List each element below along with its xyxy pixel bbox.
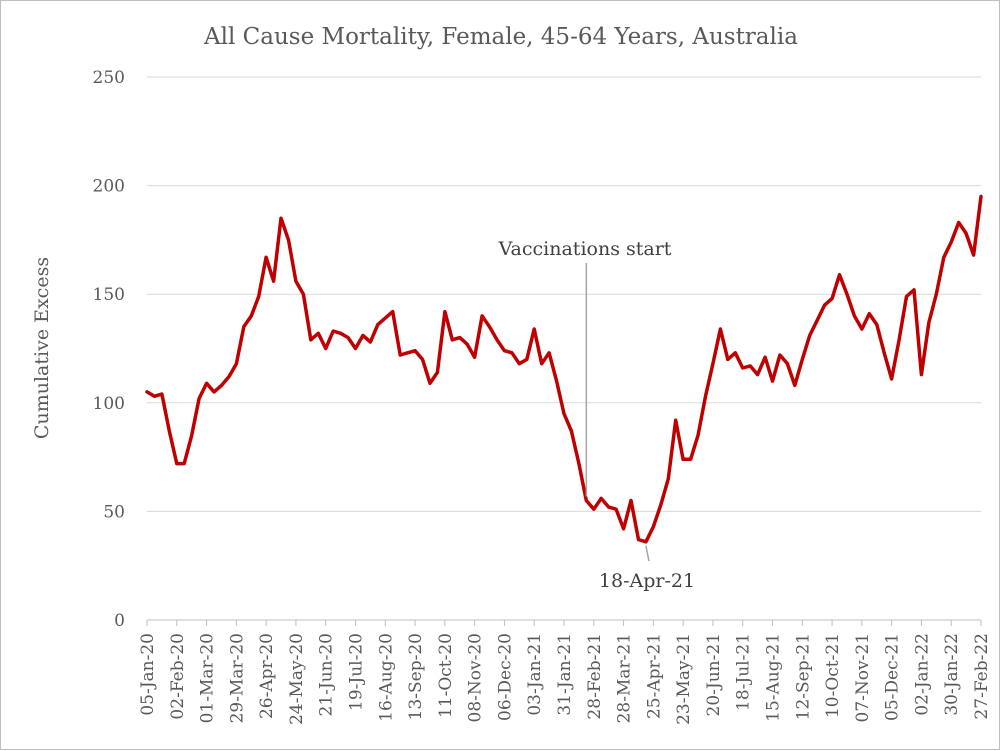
y-axis-label: Cumulative Excess [31,257,53,439]
annotation-label: 18-Apr-21 [599,570,695,592]
x-tick-label: 02-Jan-22 [912,633,932,716]
y-tick-label: 250 [93,68,125,88]
x-tick-label: 07-Nov-21 [853,633,873,722]
x-tick-label: 12-Sep-21 [793,633,813,720]
x-tick-label: 08-Nov-20 [466,633,486,722]
x-tick-label: 25-Apr-21 [644,633,664,719]
x-axis-ticks: 05-Jan-20 02-Feb-20 01-Mar-20 29-Mar-20 26-A… [138,620,992,725]
y-tick-label: 150 [93,285,125,305]
y-tick-label: 0 [114,611,125,631]
x-tick-label: 28-Feb-21 [585,633,605,720]
x-tick-label: 16-Aug-20 [376,633,396,722]
y-tick-label: 100 [93,394,125,414]
series-group [145,194,983,544]
gridlines [147,76,981,621]
chart-title: All Cause Mortality, Female, 45-64 Years… [203,24,798,50]
x-tick-label: 30-Jan-22 [942,633,962,716]
x-tick-label: 13-Sep-20 [406,633,426,720]
annotation-label: Vaccinations start [498,238,672,260]
annotation-leader [645,545,650,562]
x-tick-label: 27-Feb-22 [972,633,992,720]
x-tick-label: 05-Dec-21 [883,633,903,721]
y-tick-label: 200 [93,177,125,197]
x-tick-label: 31-Jan-21 [555,633,575,716]
y-tick-label: 50 [103,502,125,522]
x-tick-label: 02-Feb-20 [168,633,188,720]
x-tick-label: 03-Jan-21 [525,633,545,716]
x-tick-label: 05-Jan-20 [138,633,158,716]
x-tick-label: 23-May-21 [674,633,694,725]
x-tick-label: 11-Oct-20 [436,633,456,718]
x-tick-label: 29-Mar-20 [227,633,247,723]
x-tick-label: 24-May-20 [287,633,307,725]
x-tick-label: 19-Jul-20 [347,633,367,711]
x-tick-label: 10-Oct-21 [823,633,843,718]
series-line [145,194,983,544]
annotations: Vaccinations start 18-Apr-21 [498,238,696,592]
x-tick-label: 21-Jun-20 [317,633,337,716]
x-tick-label: 26-Apr-20 [257,633,277,719]
x-tick-label: 15-Aug-21 [764,633,784,722]
x-tick-label: 18-Jul-21 [734,633,754,711]
x-tick-label: 20-Jun-21 [704,633,724,716]
y-axis-ticks: 0 50 100 150 200 250 [93,68,125,631]
x-tick-label: 01-Mar-20 [198,633,218,723]
x-tick-label: 28-Mar-21 [615,633,635,723]
x-tick-label: 06-Dec-20 [495,633,515,721]
